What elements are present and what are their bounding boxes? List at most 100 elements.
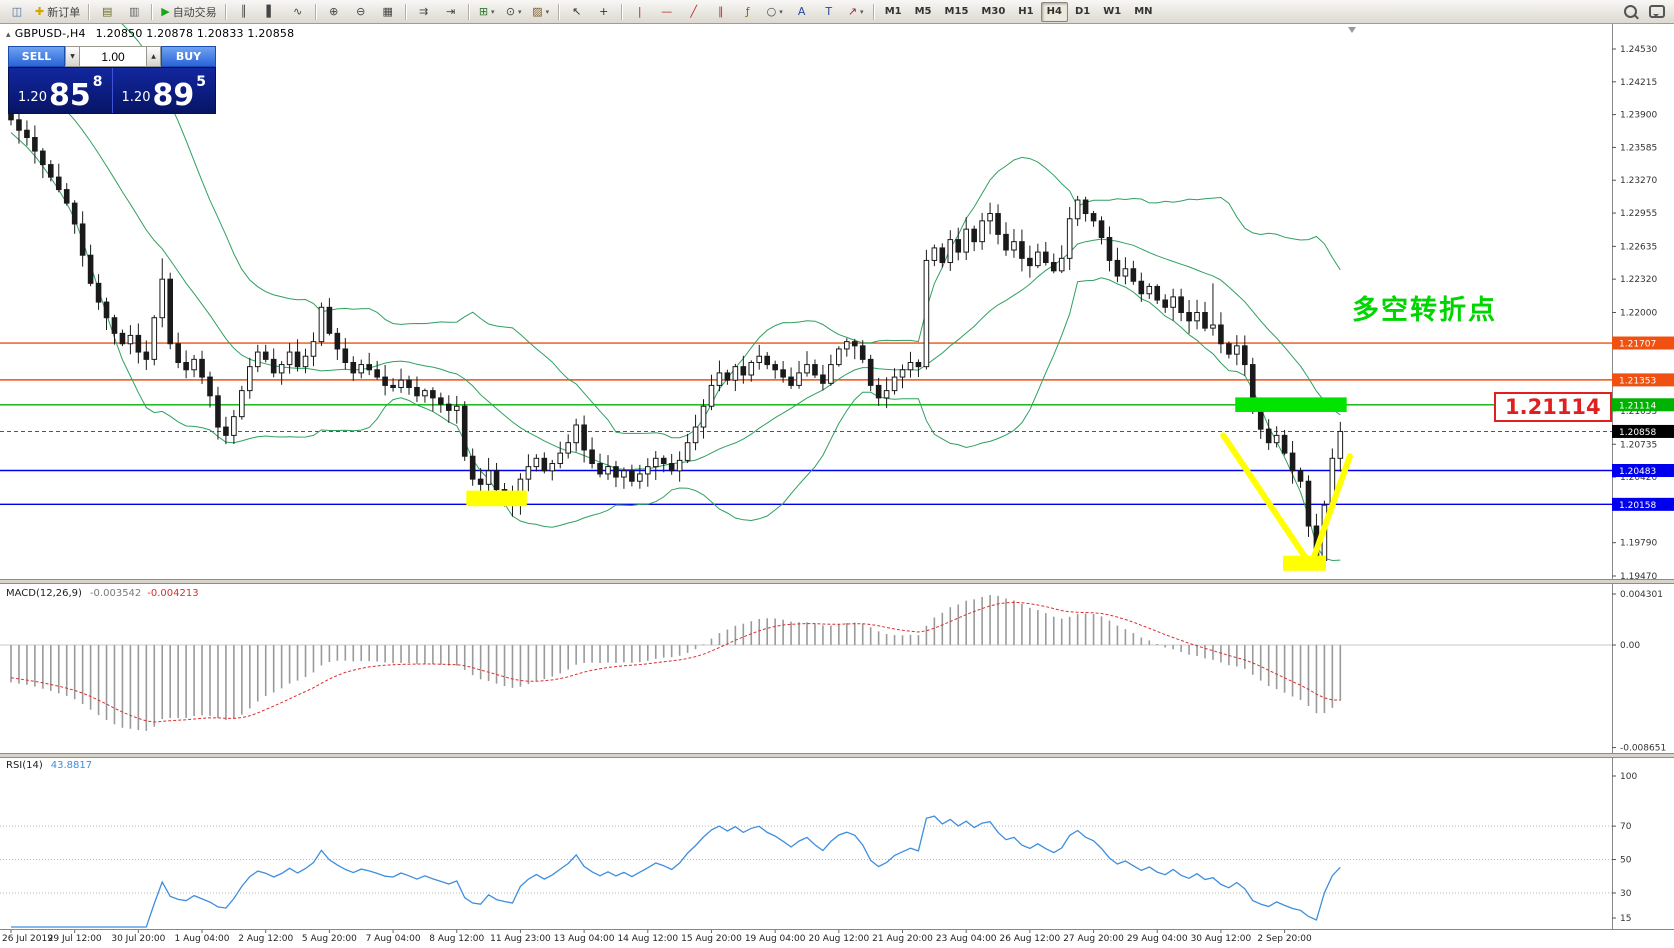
vertical-line-icon[interactable]: | xyxy=(627,1,653,23)
candle-body xyxy=(788,376,794,386)
text-icon[interactable]: A xyxy=(789,1,815,23)
candle-body xyxy=(955,239,962,253)
channel-icon[interactable]: ∥ xyxy=(708,1,734,23)
profiles-icon[interactable]: ▥ xyxy=(121,1,147,23)
yellow-zone-september-low[interactable] xyxy=(1283,555,1326,571)
date-tick-label: 19 Aug 04:00 xyxy=(745,934,806,944)
timeframe-d1[interactable]: D1 xyxy=(1074,6,1091,17)
candle-body xyxy=(668,463,675,472)
candle-body xyxy=(270,358,277,374)
volume-decrease-button[interactable]: ▼ xyxy=(65,46,80,67)
zoom-out-icon[interactable]: ⊖ xyxy=(348,1,374,23)
charts-window-icon-glyph: ▤ xyxy=(102,5,113,18)
timeframe-h4[interactable]: H4 xyxy=(1040,1,1068,22)
candle-body xyxy=(326,306,333,334)
candle-body xyxy=(302,355,309,368)
autotrading-button[interactable]: ▶ 自动交易 xyxy=(157,1,220,23)
volume-increase-button[interactable]: ▲ xyxy=(146,46,161,67)
buy-price[interactable]: 1.20 89 5 xyxy=(113,68,216,113)
axis-label-1.21707: 1.21707 xyxy=(1612,336,1674,350)
zoom-in-icon[interactable]: ⊕ xyxy=(321,1,347,23)
candle-body xyxy=(1210,324,1216,329)
cursor-icon[interactable]: ↖ xyxy=(564,1,590,23)
axis-label-1.20158: 1.20158 xyxy=(1612,497,1674,511)
timeframe-m15[interactable]: M15 xyxy=(944,6,969,17)
charts-window-icon[interactable]: ▤ xyxy=(94,1,120,23)
templates-button[interactable]: ▨ ▾ xyxy=(528,1,554,23)
candle-body xyxy=(127,334,134,345)
shapes-icon[interactable]: ○ ▾ xyxy=(762,1,788,23)
periods-button[interactable]: ⊙ ▾ xyxy=(501,1,527,23)
chart-shift-icon-glyph: ⇥ xyxy=(446,5,456,18)
timeframe-m5[interactable]: M5 xyxy=(914,6,932,17)
timeframe-m1[interactable]: M1 xyxy=(884,6,902,17)
candle-body xyxy=(708,384,715,407)
candle-body xyxy=(1226,343,1232,355)
turning-point-annotation[interactable]: 多空转折点 xyxy=(1352,295,1497,326)
candle-body xyxy=(613,466,619,478)
candle-body xyxy=(851,341,858,347)
date-tick-label: 26 Jul 2019 xyxy=(2,934,53,944)
toolbar-left-group: ◫ ✚ 新订单 ▤ ▥ ▶ 自动交易 ║ ▌ ∿ ⊕ ⊖ ▦ ⇉ ⇥ ⊞ ▾ ⊙ ▾ ▨ ▾ ↖ + | — ╱ ∥ ƒ ○ ▾ A T ↗ ▾ xyxy=(4,1,878,23)
yellow-v-right-line[interactable] xyxy=(1307,453,1353,569)
label-icon[interactable]: T xyxy=(816,1,842,23)
candle-body xyxy=(637,473,643,482)
sell-price[interactable]: 1.20 85 8 xyxy=(9,68,112,113)
timeframe-w1[interactable]: W1 xyxy=(1103,6,1122,17)
macd-panel-splitter[interactable] xyxy=(0,579,1674,584)
volume-input[interactable] xyxy=(80,46,146,67)
candle-body xyxy=(239,390,245,418)
main-toolbar: ◫ ✚ 新订单 ▤ ▥ ▶ 自动交易 ║ ▌ ∿ ⊕ ⊖ ▦ ⇉ ⇥ ⊞ ▾ ⊙ ▾ ▨ ▾ ↖ + | — ╱ ∥ ƒ ○ ▾ A T ↗ ▾ … xyxy=(0,0,1674,24)
candle-body xyxy=(525,466,532,480)
auto-scroll-icon[interactable]: ⇉ xyxy=(411,1,437,23)
candle-body xyxy=(477,478,484,485)
toolbar-right-group xyxy=(1617,1,1670,23)
date-tick-label: 27 Aug 20:00 xyxy=(1063,934,1124,944)
green-zone-pivot[interactable] xyxy=(1235,397,1347,412)
candle-body xyxy=(469,455,476,480)
arrows-icon[interactable]: ↗ ▾ xyxy=(843,1,869,23)
sell-button[interactable]: SELL xyxy=(8,46,65,67)
search-button[interactable] xyxy=(1617,1,1643,23)
one-click-panel-toggle[interactable]: ▴ xyxy=(6,30,11,40)
trade-prices-row: 1.20 85 8 1.20 89 5 xyxy=(8,67,216,114)
new-order-glyph: ✚ xyxy=(35,5,45,18)
yellow-zone-august-low[interactable] xyxy=(466,490,527,507)
horizontal-line-icon[interactable]: — xyxy=(654,1,680,23)
axis-label-1.20483-box xyxy=(1612,463,1674,477)
fibonacci-icon[interactable]: ƒ xyxy=(735,1,761,23)
rsi-panel-splitter[interactable] xyxy=(0,753,1674,758)
line-chart-icon[interactable]: ∿ xyxy=(285,1,311,23)
timeframe-mn[interactable]: MN xyxy=(1134,6,1153,17)
bollinger-lower-band xyxy=(10,132,1341,562)
candle-body xyxy=(724,372,731,381)
bar-chart-icon[interactable]: ║ xyxy=(231,1,257,23)
buy-button[interactable]: BUY xyxy=(161,46,216,67)
crosshair-icon[interactable]: + xyxy=(591,1,617,23)
axis-label-current-price: 1.20858 xyxy=(1612,424,1674,438)
yellow-v-left-line[interactable] xyxy=(1220,432,1314,569)
candle-body xyxy=(1090,213,1097,222)
chat-button[interactable] xyxy=(1644,1,1670,23)
candle-body xyxy=(1066,218,1073,259)
toolbar-separator xyxy=(224,3,227,20)
candle-body xyxy=(438,397,444,405)
autotrading-glyph: ▶ xyxy=(161,5,170,18)
new-order-button[interactable]: ✚ 新订单 xyxy=(31,1,84,23)
candlestick-chart-icon[interactable]: ▌ xyxy=(258,1,284,23)
chart-shift-icon[interactable]: ⇥ xyxy=(438,1,464,23)
timeframe-m30[interactable]: M30 xyxy=(981,6,1006,17)
candle-body xyxy=(931,247,938,261)
new-chart-button[interactable]: ⊞ ▾ xyxy=(474,1,500,23)
candle-body xyxy=(867,358,874,386)
pivot-price-callout[interactable]: 1.21114 xyxy=(1494,392,1612,422)
tile-windows-icon[interactable]: ▦ xyxy=(375,1,401,23)
horizontal-line-icon-glyph: — xyxy=(661,5,673,18)
candle-body xyxy=(676,459,683,472)
app-icon[interactable]: ◫ xyxy=(4,1,30,23)
candle-body xyxy=(652,457,659,468)
trendline-icon[interactable]: ╱ xyxy=(681,1,707,23)
candle-body xyxy=(1130,268,1137,282)
timeframe-h1[interactable]: H1 xyxy=(1018,6,1034,17)
